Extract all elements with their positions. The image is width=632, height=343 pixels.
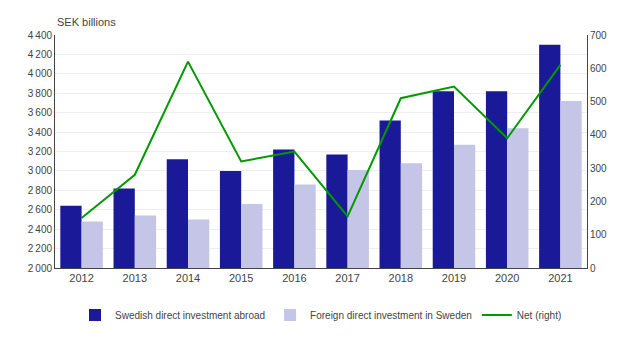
svg-text:2 200: 2 200 bbox=[28, 243, 53, 254]
svg-text:400: 400 bbox=[590, 129, 607, 140]
svg-text:Foreign direct investment in S: Foreign direct investment in Sweden bbox=[310, 310, 472, 321]
svg-text:2017: 2017 bbox=[335, 272, 359, 284]
svg-text:2020: 2020 bbox=[495, 272, 519, 284]
svg-text:2016: 2016 bbox=[282, 272, 306, 284]
svg-text:3 600: 3 600 bbox=[28, 107, 53, 118]
svg-text:Net (right): Net (right) bbox=[517, 310, 561, 321]
svg-text:SEK billions: SEK billions bbox=[57, 16, 116, 28]
svg-text:4 400: 4 400 bbox=[28, 30, 53, 41]
svg-text:100: 100 bbox=[590, 229, 607, 240]
svg-text:2021: 2021 bbox=[548, 272, 572, 284]
svg-text:3 800: 3 800 bbox=[28, 88, 53, 99]
svg-text:2 400: 2 400 bbox=[28, 224, 53, 235]
svg-text:2012: 2012 bbox=[69, 272, 93, 284]
svg-text:3 000: 3 000 bbox=[28, 165, 53, 176]
svg-text:2015: 2015 bbox=[229, 272, 253, 284]
svg-text:500: 500 bbox=[590, 96, 607, 107]
svg-text:700: 700 bbox=[590, 30, 607, 41]
svg-text:4 200: 4 200 bbox=[28, 49, 53, 60]
svg-text:Swedish direct investment abro: Swedish direct investment abroad bbox=[115, 310, 265, 321]
svg-text:2014: 2014 bbox=[176, 272, 200, 284]
svg-text:3 400: 3 400 bbox=[28, 127, 53, 138]
svg-text:4 000: 4 000 bbox=[28, 68, 53, 79]
svg-text:200: 200 bbox=[590, 196, 607, 207]
svg-text:2019: 2019 bbox=[442, 272, 466, 284]
svg-text:0: 0 bbox=[590, 263, 596, 274]
svg-text:2018: 2018 bbox=[389, 272, 413, 284]
svg-text:2 600: 2 600 bbox=[28, 204, 53, 215]
svg-text:300: 300 bbox=[590, 163, 607, 174]
svg-text:2 800: 2 800 bbox=[28, 185, 53, 196]
svg-text:3 200: 3 200 bbox=[28, 146, 53, 157]
svg-text:2 000: 2 000 bbox=[28, 263, 53, 274]
svg-text:600: 600 bbox=[590, 63, 607, 74]
svg-text:2013: 2013 bbox=[123, 272, 147, 284]
